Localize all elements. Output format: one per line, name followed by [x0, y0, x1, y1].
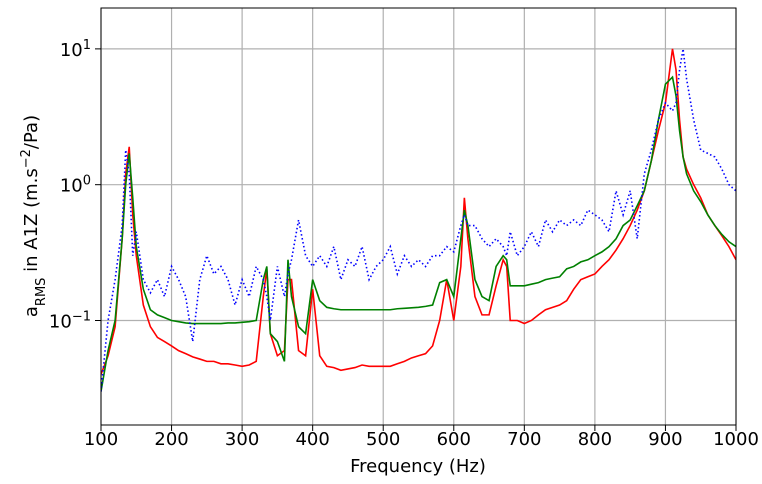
x-axis-label: Frequency (Hz) [350, 456, 486, 477]
x-tick-label: 800 [578, 429, 612, 450]
x-tick-label: 700 [507, 429, 541, 450]
plot-frame [100, 7, 737, 426]
x-tick-label: 900 [648, 429, 682, 450]
x-tick-label: 100 [84, 429, 118, 450]
series-line [101, 48, 736, 392]
x-tick-label: 400 [295, 429, 329, 450]
y-tick-exponent: 1 [83, 37, 91, 52]
series-line [101, 48, 736, 375]
y-tick-label: 100 [60, 173, 91, 197]
y-axis-label: aRMS in A1Z (m.s−2/Pa) [19, 115, 49, 317]
y-label-part: RMS [34, 278, 49, 307]
y-tick-base: 10 [60, 176, 83, 197]
y-tick-base: 10 [60, 40, 83, 61]
y-tick-label: 101 [60, 37, 91, 61]
y-label-part: /Pa) [21, 115, 42, 149]
y-label-part: a [21, 306, 42, 317]
x-tick-label: 300 [225, 429, 259, 450]
grid [100, 8, 737, 425]
y-tick-exponent: 0 [83, 173, 91, 188]
y-label-part: in A1Z (m.s [21, 168, 42, 277]
series-line [101, 75, 736, 392]
y-tick-base: 10 [49, 311, 72, 332]
y-tick-label: 10−1 [49, 309, 91, 333]
x-tick-label: 200 [154, 429, 188, 450]
x-tick-label: 500 [366, 429, 400, 450]
x-tick-label: 1000 [713, 429, 759, 450]
x-tick-label: 600 [437, 429, 471, 450]
y-tick-exponent: −1 [72, 309, 91, 324]
y-label-part: −2 [19, 149, 34, 168]
